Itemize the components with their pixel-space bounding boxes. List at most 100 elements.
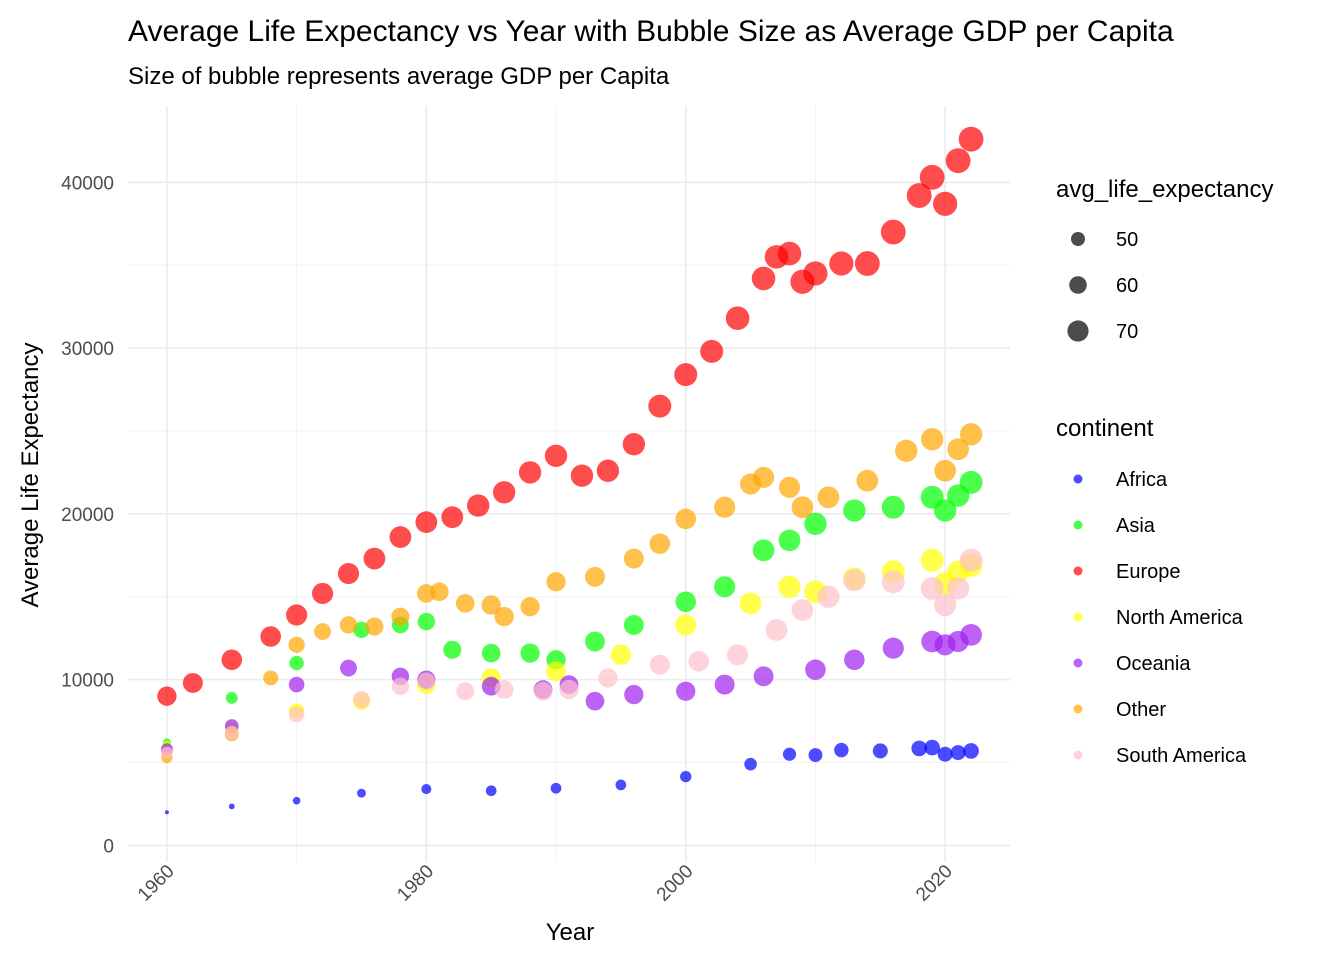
point-europe — [441, 506, 464, 529]
color-legend-key — [1073, 704, 1083, 714]
point-africa — [937, 746, 953, 762]
chart-subtitle: Size of bubble represents average GDP pe… — [128, 63, 670, 90]
point-other — [546, 572, 566, 592]
color-legend-label: South America — [1116, 745, 1247, 767]
point-europe — [880, 219, 906, 245]
point-other — [817, 486, 840, 509]
point-south-america — [959, 548, 983, 572]
point-europe — [945, 148, 971, 174]
x-tick-label: 2020 — [912, 861, 957, 906]
point-north-america — [778, 575, 801, 598]
point-africa — [950, 745, 966, 761]
point-other — [920, 428, 944, 451]
x-axis-title: Year — [546, 919, 595, 946]
color-legend-key — [1073, 612, 1083, 622]
point-south-america — [417, 672, 436, 691]
color-legend-label: Oceania — [1116, 653, 1191, 675]
color-legend-label: Africa — [1116, 469, 1168, 491]
point-south-america — [456, 682, 475, 701]
point-other — [429, 582, 449, 602]
point-oceania — [714, 674, 735, 695]
point-europe — [674, 363, 698, 387]
point-south-america — [559, 679, 579, 700]
point-oceania — [585, 691, 605, 711]
point-other — [520, 597, 540, 617]
x-axis-ticks: 1960 1980 2000 2020 — [134, 861, 957, 906]
point-south-america — [791, 599, 814, 621]
point-south-america — [353, 691, 370, 708]
color-legend-key — [1073, 566, 1083, 576]
point-europe — [622, 433, 646, 456]
point-other — [649, 533, 671, 554]
point-other — [778, 476, 801, 498]
point-other — [959, 423, 983, 446]
point-europe — [286, 604, 308, 626]
color-legend-key — [1073, 474, 1083, 484]
y-tick-label: 0 — [103, 836, 114, 857]
point-asia — [417, 612, 436, 631]
point-africa — [680, 770, 692, 783]
point-other — [714, 496, 736, 518]
point-asia — [289, 655, 304, 671]
point-south-america — [598, 668, 618, 688]
point-north-america — [920, 548, 944, 572]
point-south-america — [946, 577, 970, 600]
data-points — [157, 126, 984, 815]
point-south-america — [817, 585, 840, 608]
x-tick-label: 1980 — [393, 861, 438, 906]
point-africa — [421, 783, 432, 795]
point-other — [675, 508, 697, 530]
point-other — [263, 670, 279, 686]
point-south-america — [649, 654, 670, 675]
point-europe — [777, 241, 802, 266]
point-europe — [492, 481, 516, 504]
color-legend-title: continent — [1056, 415, 1154, 442]
point-europe — [518, 461, 542, 484]
color-legend-label: North America — [1116, 607, 1244, 629]
point-europe — [700, 339, 724, 363]
point-europe — [311, 582, 334, 604]
point-africa — [744, 757, 757, 771]
point-europe — [906, 183, 932, 208]
point-other — [752, 466, 775, 488]
point-europe — [648, 394, 672, 418]
point-other — [391, 607, 410, 626]
point-south-america — [391, 677, 410, 696]
chart-title: Average Life Expectancy vs Year with Bub… — [128, 15, 1174, 48]
point-oceania — [753, 666, 774, 687]
point-other — [856, 469, 879, 492]
x-tick-label: 1960 — [134, 861, 179, 906]
point-asia — [584, 631, 605, 652]
size-legend-label: 60 — [1116, 275, 1138, 297]
point-other — [481, 595, 501, 615]
color-legend-key — [1073, 658, 1083, 668]
point-south-america — [533, 681, 553, 701]
point-europe — [854, 251, 880, 276]
point-africa — [485, 785, 497, 797]
point-africa — [164, 810, 169, 815]
point-africa — [550, 782, 562, 794]
point-south-america — [160, 746, 173, 759]
point-europe — [260, 626, 281, 647]
point-other — [365, 617, 384, 636]
point-asia — [520, 643, 540, 663]
point-europe — [389, 526, 412, 548]
point-europe — [919, 164, 945, 190]
point-europe — [596, 459, 620, 482]
point-europe — [544, 444, 568, 468]
point-north-america — [546, 661, 566, 682]
point-oceania — [624, 684, 644, 705]
point-africa — [615, 779, 627, 791]
point-africa — [782, 747, 797, 761]
point-europe — [363, 547, 386, 570]
point-south-america — [843, 568, 866, 592]
point-europe — [725, 306, 750, 331]
size-legend-key — [1067, 320, 1089, 342]
color-legend-label: Other — [1116, 699, 1166, 721]
point-other — [339, 616, 358, 634]
point-asia — [778, 529, 801, 552]
y-tick-label: 40000 — [61, 173, 114, 194]
point-south-america — [288, 706, 305, 723]
point-europe — [933, 191, 958, 216]
